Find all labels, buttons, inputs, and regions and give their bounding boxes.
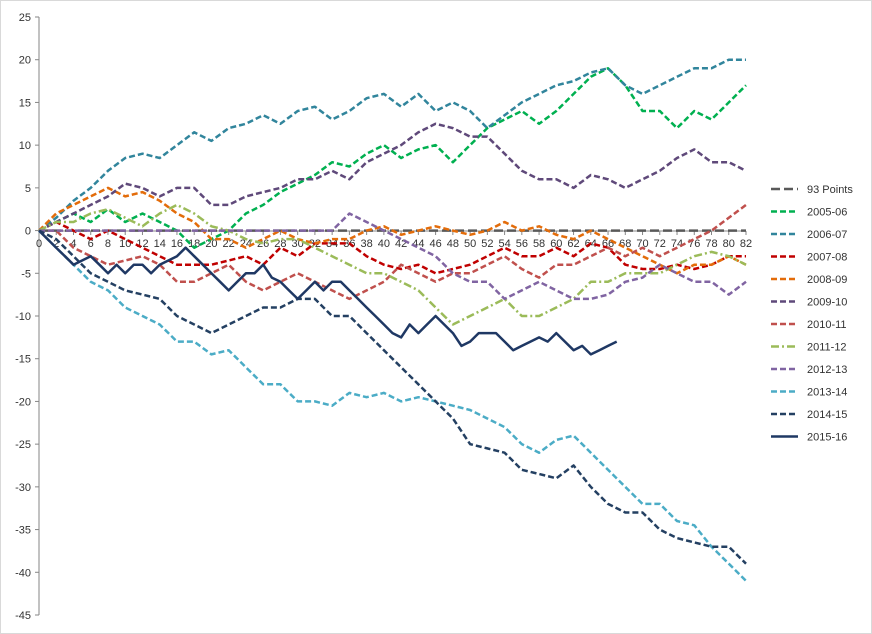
y-tick-label: 15 [19,97,31,109]
legend-label: 2011-12 [807,342,847,354]
x-tick-label: 72 [654,238,666,250]
y-tick-label: -25 [15,439,31,451]
y-tick-label: -30 [15,482,31,494]
x-tick-label: 78 [705,238,717,250]
x-tick-label: 50 [464,238,476,250]
series-line-2015-16 [38,229,618,356]
legend-label: 2015-16 [807,432,847,444]
legend-label: 2009-10 [807,297,847,309]
legend-label: 2013-14 [807,387,847,399]
legend-label: 93 Points [807,184,853,196]
x-tick-label: 40 [378,238,390,250]
x-axis: 0 2 4 6 8 10 12 14 16 18 20 22 24 26 28 30 32 34 36 38 40 42 4… [36,230,752,250]
legend-label: 2008-09 [807,274,847,286]
y-tick-label: -5 [21,268,31,280]
x-tick-label: 46 [429,238,441,250]
series-line-2011-12 [38,203,747,326]
y-tick-label: -15 [15,354,31,366]
x-tick-label: 76 [688,238,700,250]
x-tick-label: 14 [154,238,166,250]
x-tick-label: 10 [119,238,131,250]
legend-label: 2010-11 [807,319,847,331]
legend-label: 2014-15 [807,409,847,421]
x-tick-label: 12 [136,238,148,250]
series-line-2012-13 [39,212,747,301]
legend: 93 Points 2005-06 2006-07 2007-08 2008-09 200… [771,184,853,444]
series-line-2007-08 [38,220,746,275]
y-tick-label: -45 [15,610,31,622]
x-tick-label: 70 [636,238,648,250]
series-line-2014-15 [38,229,747,565]
x-tick-label: 80 [723,238,735,250]
x-tick-label: 82 [740,238,752,250]
series-line-2010-11 [39,203,747,301]
x-tick-label: 6 [88,238,94,250]
y-tick-label: -10 [15,311,31,323]
legend-label: 2007-08 [807,252,847,264]
y-tick-label: -35 [15,525,31,537]
series-line-2006-07 [38,58,746,232]
x-tick-label: 68 [619,238,631,250]
x-tick-label: 62 [567,238,579,250]
legend-label: 2006-07 [807,229,847,241]
x-tick-label: 54 [498,238,510,250]
legend-label: 2012-13 [807,364,847,376]
x-tick-label: 22 [223,238,235,250]
x-tick-label: 2 [53,238,59,250]
x-tick-label: 58 [533,238,545,250]
x-tick-label: 42 [395,238,407,250]
x-tick-label: 48 [447,238,459,250]
x-tick-label: 38 [361,238,373,250]
x-tick-label: 44 [412,238,424,250]
y-tick-label: -40 [15,567,31,579]
y-tick-label: 20 [19,55,31,67]
y-tick-label: 0 [25,226,31,238]
x-tick-label: 52 [481,238,493,250]
series-line-2008-09 [38,186,747,275]
x-tick-label: 0 [36,238,42,250]
y-axis: 25 20 15 10 5 0 -5 -10 -15 -20 -25 -30 -35 -40 -45 [15,12,40,622]
legend-label: 2005-06 [807,207,847,219]
plot-series [38,58,747,582]
x-tick-label: 8 [105,238,111,250]
x-tick-label: 16 [171,238,183,250]
y-tick-label: -20 [15,396,31,408]
x-tick-label: 60 [550,238,562,250]
x-tick-label: 74 [671,238,683,250]
x-tick-label: 4 [70,238,76,250]
x-tick-label: 26 [257,238,269,250]
y-tick-label: 5 [25,183,31,195]
series-line-2005-06 [38,67,747,249]
series-line-2009-10 [38,122,747,232]
x-tick-label: 56 [516,238,528,250]
y-tick-label: 10 [19,140,31,152]
series-line-2013-14 [38,229,747,582]
y-tick-label: 25 [19,12,31,24]
